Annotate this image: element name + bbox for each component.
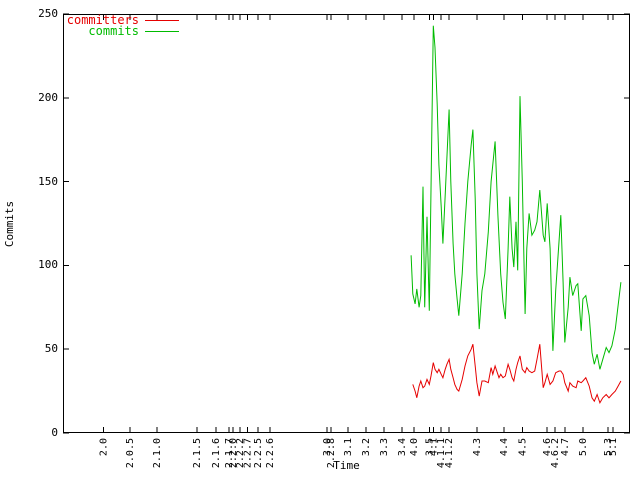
legend-line-sample-commits [145,31,179,32]
y-tick-label: 100 [38,258,58,272]
x-tick-label: 5.1 [607,438,619,457]
y-axis-title: Commits [3,200,16,248]
legend-label-committers: committers [66,13,139,27]
x-tick-label: 4.7 [559,438,571,457]
y-tick-label: 50 [44,342,58,356]
x-tick-label: 3.2 [360,438,372,457]
y-tick-label: 0 [51,426,58,439]
x-tick-label: 4.5 [517,438,529,457]
legend-line-sample-committers [145,20,179,21]
x-tick-label: 3.4 [397,438,409,457]
x-axis-title: Time [333,459,360,472]
x-tick-label: 4.3 [471,438,483,457]
x-tick-label: 4.4 [499,438,511,457]
plot-border [63,14,630,433]
legend-label-commits: commits [88,24,139,38]
legend-entry-committers: committers [63,13,179,27]
series-line-commits [410,25,622,370]
legend: committers commits [63,13,179,38]
y-tick-label: 250 [38,7,58,20]
y-tick-label: 200 [38,90,58,104]
x-tick-label: 3.1 [343,438,355,457]
x-tick-label: 5.0 [577,438,589,457]
plot-area [63,13,630,434]
y-tick-label: 150 [38,174,58,188]
x-tick-label: 4.0 [408,438,420,457]
x-tick-label: 2.0 [98,438,110,457]
legend-entry-commits: commits [63,24,179,38]
x-tick-label: 3.3 [378,438,390,457]
series-line-committers [412,344,622,405]
